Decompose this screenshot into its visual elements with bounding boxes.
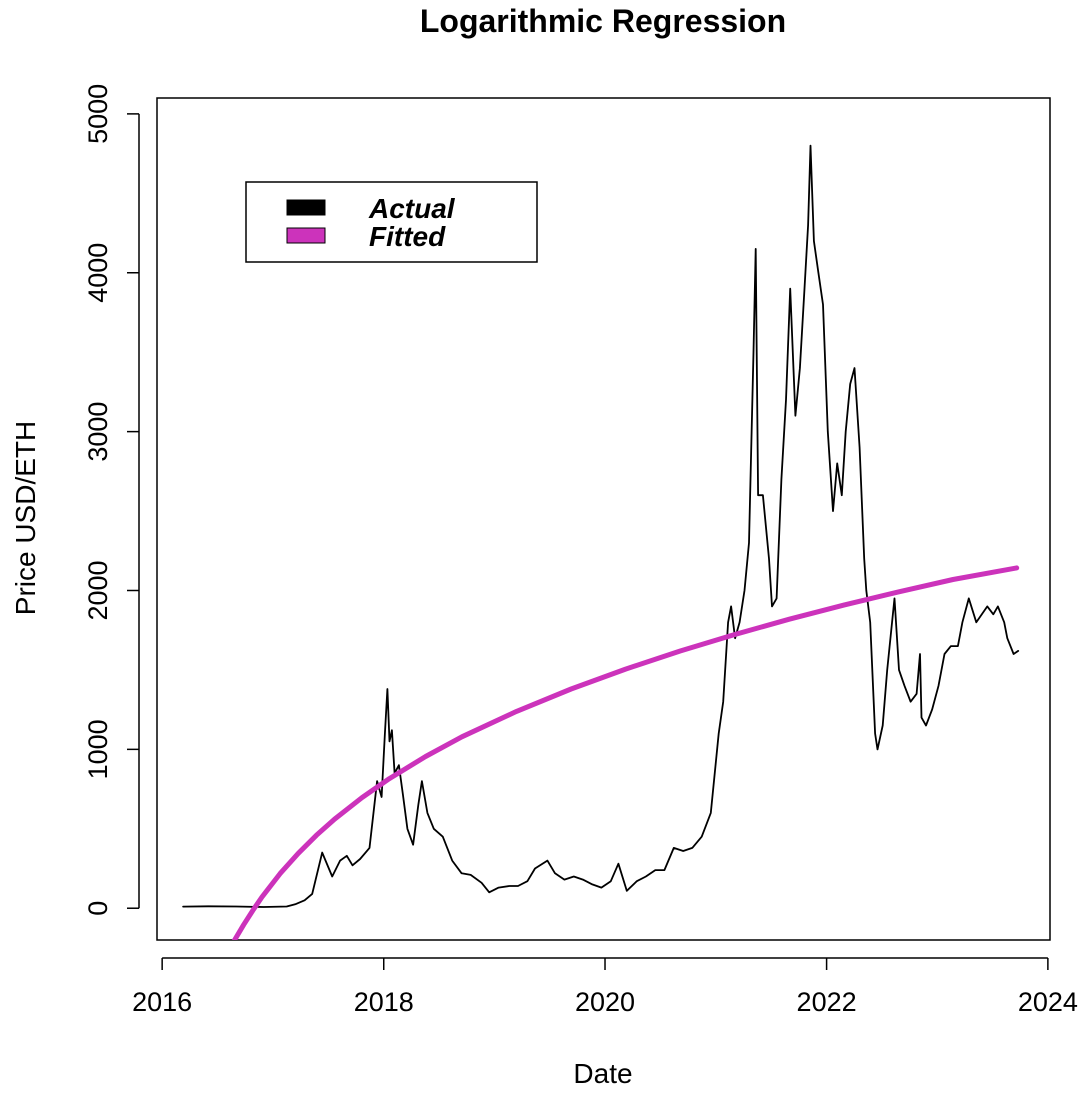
y-tick-label: 1000	[83, 719, 113, 779]
x-axis-label: Date	[573, 1058, 632, 1089]
y-tick-label: 2000	[83, 560, 113, 620]
legend: Actual Fitted	[245, 181, 538, 263]
y-axis: 0 1000 2000 3000 4000 5000	[83, 84, 140, 916]
series-fitted-line	[232, 565, 1020, 940]
chart-title: Logarithmic Regression	[420, 3, 786, 39]
x-tick-label: 2020	[575, 987, 635, 1017]
legend-swatch-fitted	[286, 227, 326, 244]
legend-label-fitted: Fitted	[369, 221, 446, 252]
plot-frame	[156, 97, 1051, 941]
y-tick-label: 3000	[83, 402, 113, 462]
x-tick-label: 2018	[354, 987, 414, 1017]
series-layer	[182, 144, 1020, 940]
y-tick-label: 4000	[83, 243, 113, 303]
y-tick-label: 5000	[83, 84, 113, 144]
legend-box	[245, 181, 538, 263]
legend-swatch-actual	[286, 199, 326, 216]
series-actual-line	[182, 144, 1020, 908]
x-axis: 2016 2018 2020 2022 2024	[132, 957, 1078, 1017]
y-tick-label: 0	[83, 901, 113, 916]
x-tick-label: 2024	[1018, 987, 1078, 1017]
y-axis-label: Price USD/ETH	[10, 421, 41, 615]
x-tick-label: 2016	[132, 987, 192, 1017]
legend-label-actual: Actual	[368, 193, 456, 224]
x-tick-label: 2022	[797, 987, 857, 1017]
